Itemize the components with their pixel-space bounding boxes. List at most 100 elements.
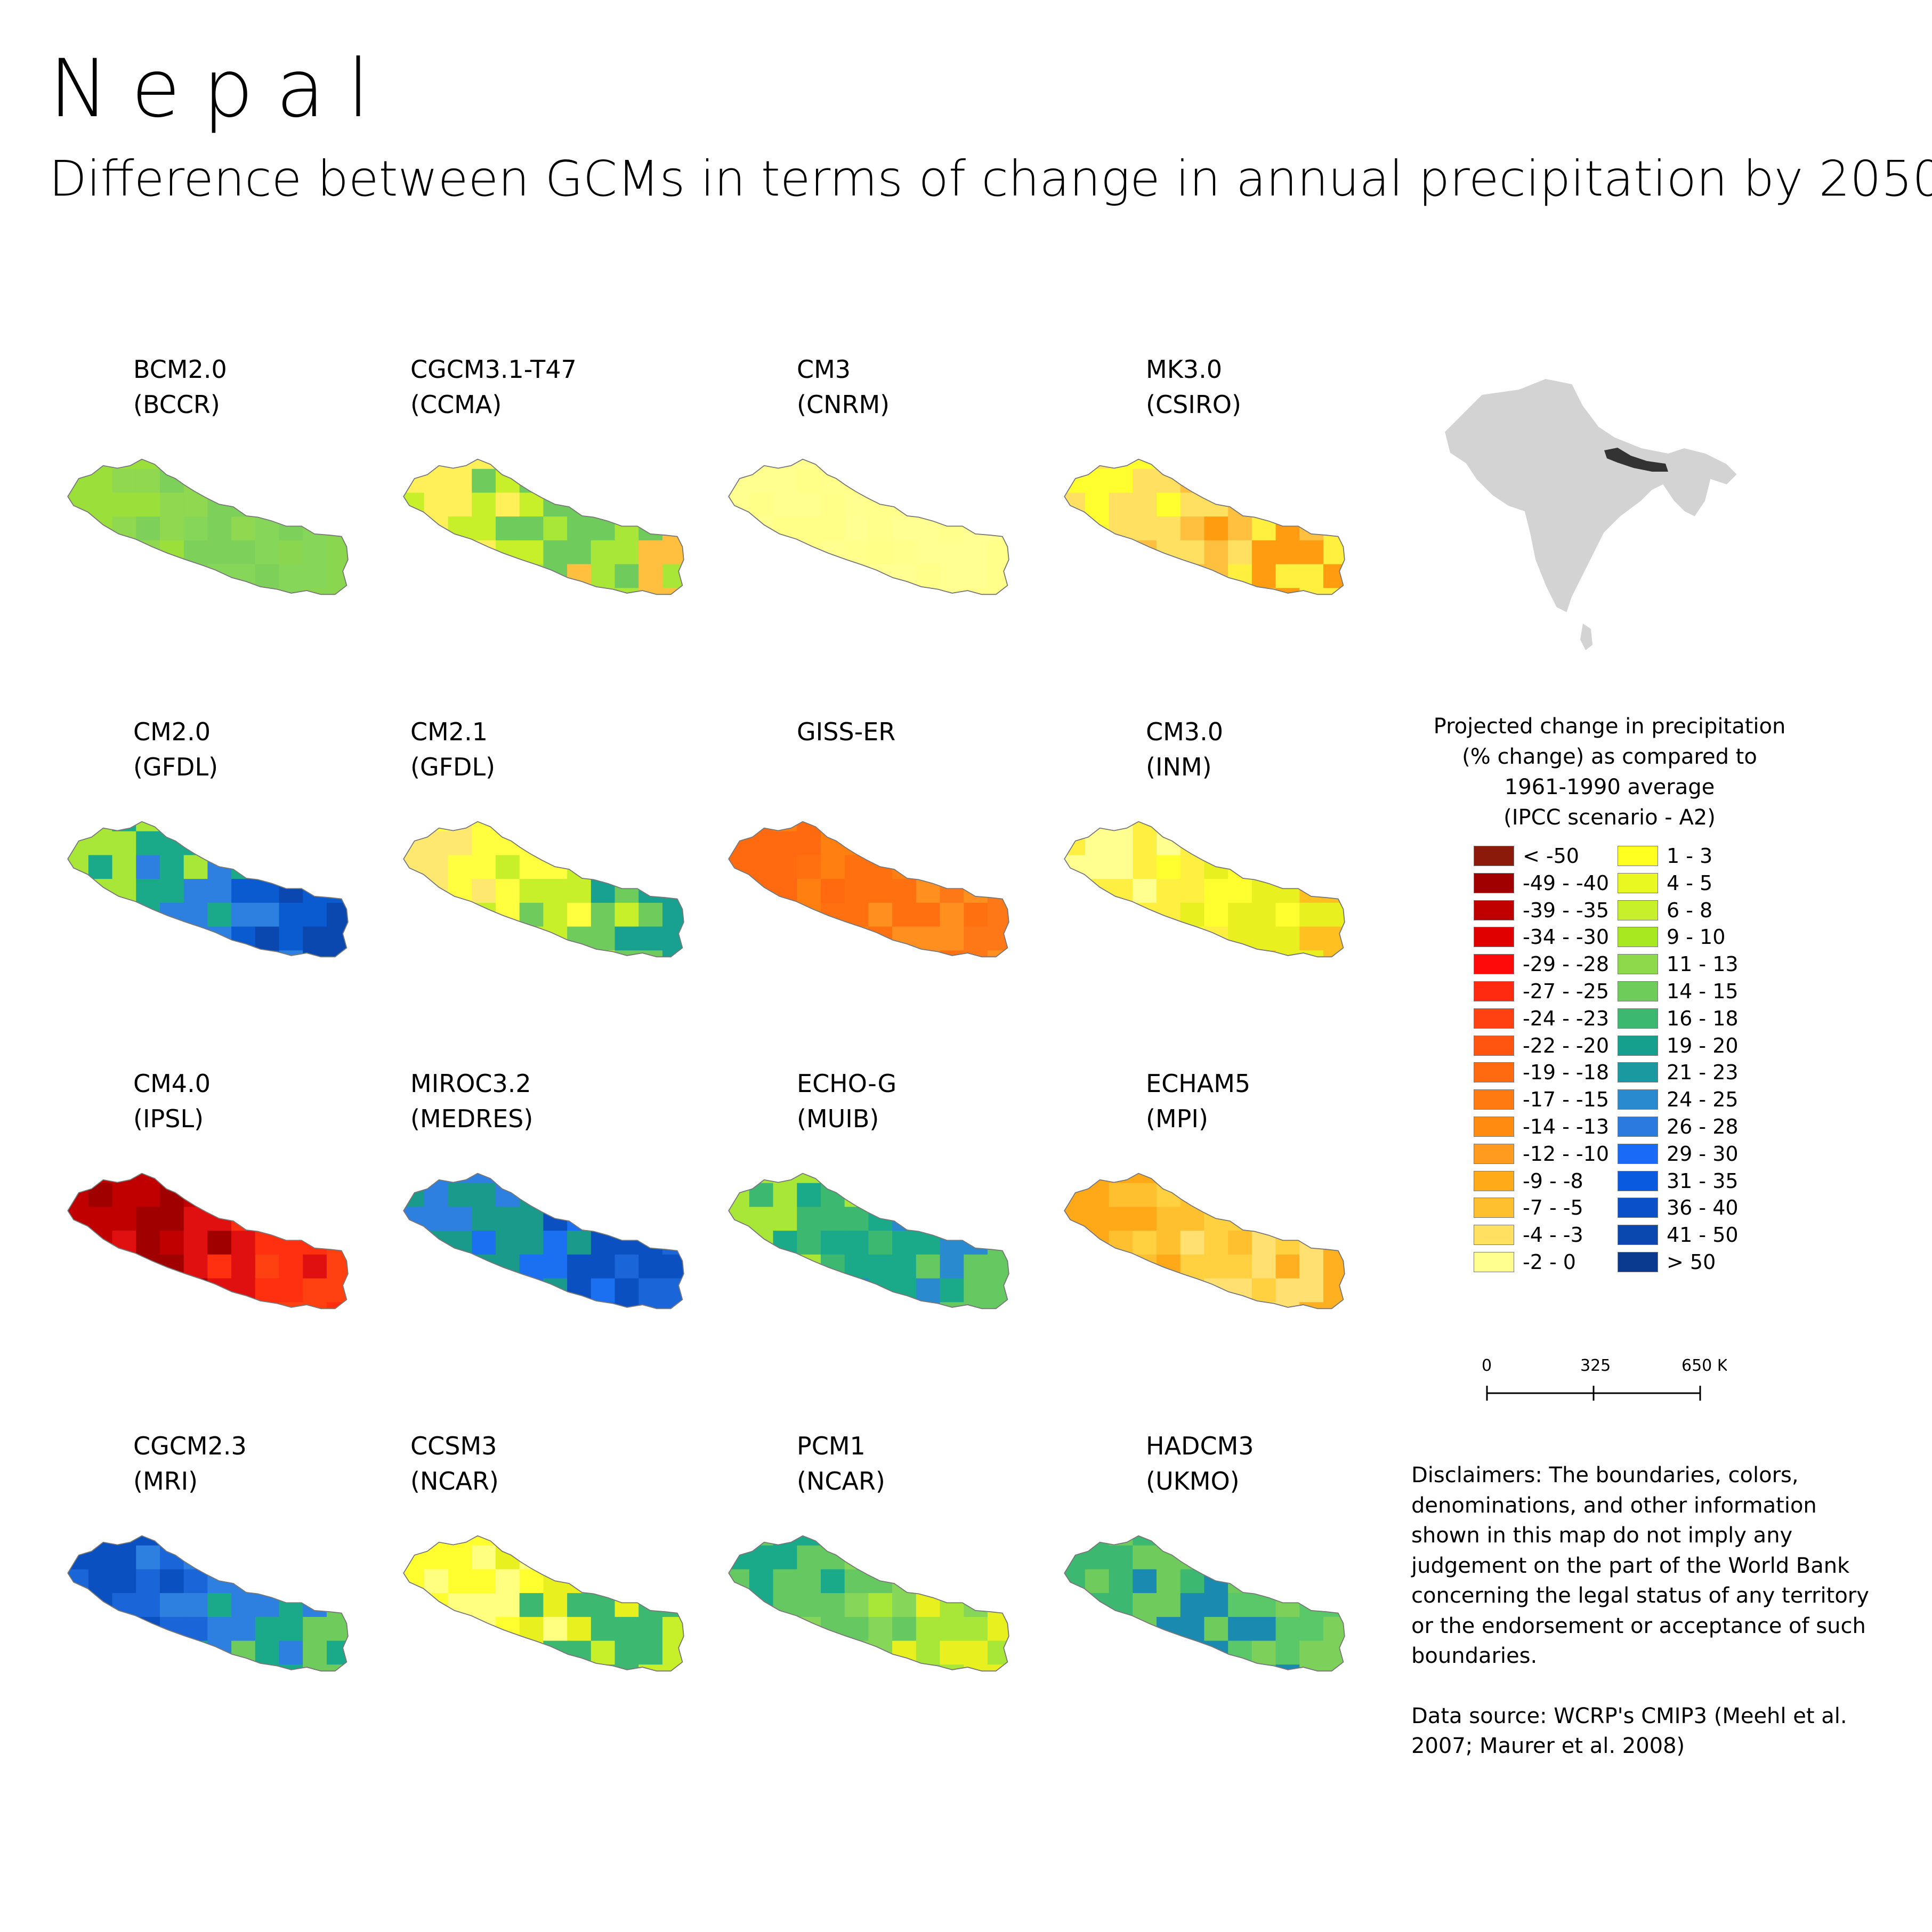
grid-cell	[638, 468, 663, 494]
grid-cell	[1275, 492, 1300, 517]
grid-cell	[615, 1231, 639, 1255]
grid-cell	[303, 492, 327, 517]
grid-cell	[448, 540, 472, 565]
grid-cell	[1228, 1640, 1252, 1665]
grid-cell	[183, 468, 208, 494]
grid-cell	[916, 821, 941, 832]
grid-cell	[255, 588, 280, 595]
nepal-outline	[728, 821, 1009, 958]
grid-cell	[615, 831, 639, 856]
grid-cell	[987, 821, 1009, 832]
grid-cell	[1012, 1522, 1018, 1546]
grid-cell	[1064, 1302, 1086, 1309]
grid-cell	[403, 1535, 425, 1546]
grid-cell	[1275, 516, 1300, 541]
grid-cell	[68, 1593, 89, 1618]
grid-cell	[543, 468, 568, 494]
grid-cell	[1347, 903, 1354, 927]
grid-cell	[231, 1183, 256, 1208]
grid-cell	[686, 540, 693, 564]
grid-cell	[1085, 1207, 1110, 1231]
grid-cell	[1228, 1535, 1252, 1546]
grid-cell	[231, 1535, 256, 1546]
grid-cell	[183, 902, 208, 927]
grid-cell	[495, 1593, 520, 1618]
grid-cell	[1064, 902, 1086, 927]
grid-cell	[279, 1278, 303, 1303]
legend-swatch	[1474, 1225, 1514, 1246]
grid-cell	[1251, 540, 1276, 565]
grid-cell	[662, 468, 684, 494]
grid-cell	[112, 1254, 136, 1279]
model-name: GISS-ER	[797, 717, 896, 746]
grid-cell	[472, 516, 496, 541]
grid-cell	[159, 1207, 184, 1231]
grid-cell	[797, 1183, 821, 1208]
grid-cell	[403, 1616, 425, 1642]
grid-cell	[448, 1664, 472, 1671]
grid-cell	[112, 1302, 136, 1309]
grid-cell	[1323, 516, 1345, 541]
data-source: Data source: WCRP's CMIP3 (Meehl et al. …	[1411, 1703, 1847, 1759]
grid-cell	[1064, 1535, 1086, 1546]
grid-cell	[964, 468, 988, 494]
grid-cell	[916, 1535, 941, 1546]
grid-cell	[1064, 950, 1086, 957]
grid-cell	[1085, 1545, 1110, 1570]
grid-cell	[892, 468, 917, 494]
model-institution: (CNRM)	[797, 390, 890, 419]
nepal-precipitation-map	[403, 458, 693, 600]
grid-cell	[892, 492, 917, 517]
grid-cell	[1228, 821, 1252, 832]
grid-cell	[1228, 1545, 1252, 1570]
grid-cell	[1347, 1641, 1354, 1665]
grid-cell	[255, 855, 280, 879]
grid-cell	[638, 1569, 663, 1594]
grid-cell	[279, 1207, 303, 1231]
grid-cell	[448, 1183, 472, 1208]
nepal-outline	[728, 1535, 1009, 1672]
grid-cell	[88, 1183, 113, 1208]
grid-cell	[729, 540, 750, 565]
grid-cell	[844, 926, 869, 951]
grid-cell	[662, 564, 684, 588]
legend-swatch	[1474, 1117, 1514, 1137]
grid-cell	[1251, 1545, 1276, 1570]
grid-cell	[773, 468, 797, 494]
model-map-panel: CM4.0 (IPSL)	[59, 1066, 410, 1418]
grid-cell	[868, 831, 893, 856]
grid-cell	[567, 1664, 592, 1671]
model-name: BCM2.0	[133, 355, 227, 384]
grid-cell	[231, 879, 256, 903]
grid-cell	[424, 492, 449, 517]
grid-cell	[1012, 1593, 1018, 1617]
grid-cell	[495, 1640, 520, 1665]
nepal-outline	[67, 1535, 349, 1672]
grid-cell	[868, 516, 893, 541]
grid-cell	[231, 1593, 256, 1618]
grid-cell	[749, 855, 774, 879]
grid-cell	[686, 588, 693, 600]
grid-cell	[424, 1183, 449, 1208]
grid-cell	[183, 1545, 208, 1570]
grid-cell	[88, 540, 113, 565]
grid-cell	[591, 1616, 616, 1642]
grid-cell	[448, 1545, 472, 1570]
grid-cell	[892, 1302, 917, 1309]
grid-cell	[495, 492, 520, 517]
grid-cell	[1275, 459, 1300, 470]
grid-cell	[844, 902, 869, 927]
grid-cell	[326, 950, 348, 957]
model-institution: (GFDL)	[410, 753, 496, 781]
grid-cell	[326, 1231, 348, 1255]
grid-cell	[844, 1664, 869, 1671]
grid-cell	[1299, 564, 1324, 588]
grid-cell	[615, 459, 639, 470]
grid-cell	[940, 1302, 964, 1309]
grid-cell	[1228, 492, 1252, 517]
grid-cell	[591, 1183, 616, 1208]
grid-cell	[591, 1664, 616, 1671]
grid-cell	[916, 950, 941, 957]
grid-cell	[424, 588, 449, 595]
grid-cell	[1204, 1254, 1228, 1279]
